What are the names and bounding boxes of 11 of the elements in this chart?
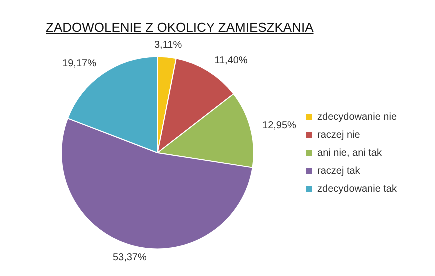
data-label: 53,37% (112, 252, 147, 264)
legend-label: raczej tak (318, 166, 362, 177)
legend-label: zdecydowanie tak (318, 184, 398, 195)
data-label: 12,95% (262, 120, 297, 132)
data-label: 19,17% (62, 58, 97, 70)
legend-label: ani nie, ani tak (318, 148, 383, 159)
legend-label: raczej nie (318, 130, 361, 141)
chart-title: ZADOWOLENIE Z OKOLICY ZAMIESZKANIA (46, 20, 314, 35)
data-label: 11,40% (214, 56, 248, 67)
data-label: 3,11% (154, 40, 182, 52)
legend-label: zdecydowanie nie (318, 112, 398, 123)
